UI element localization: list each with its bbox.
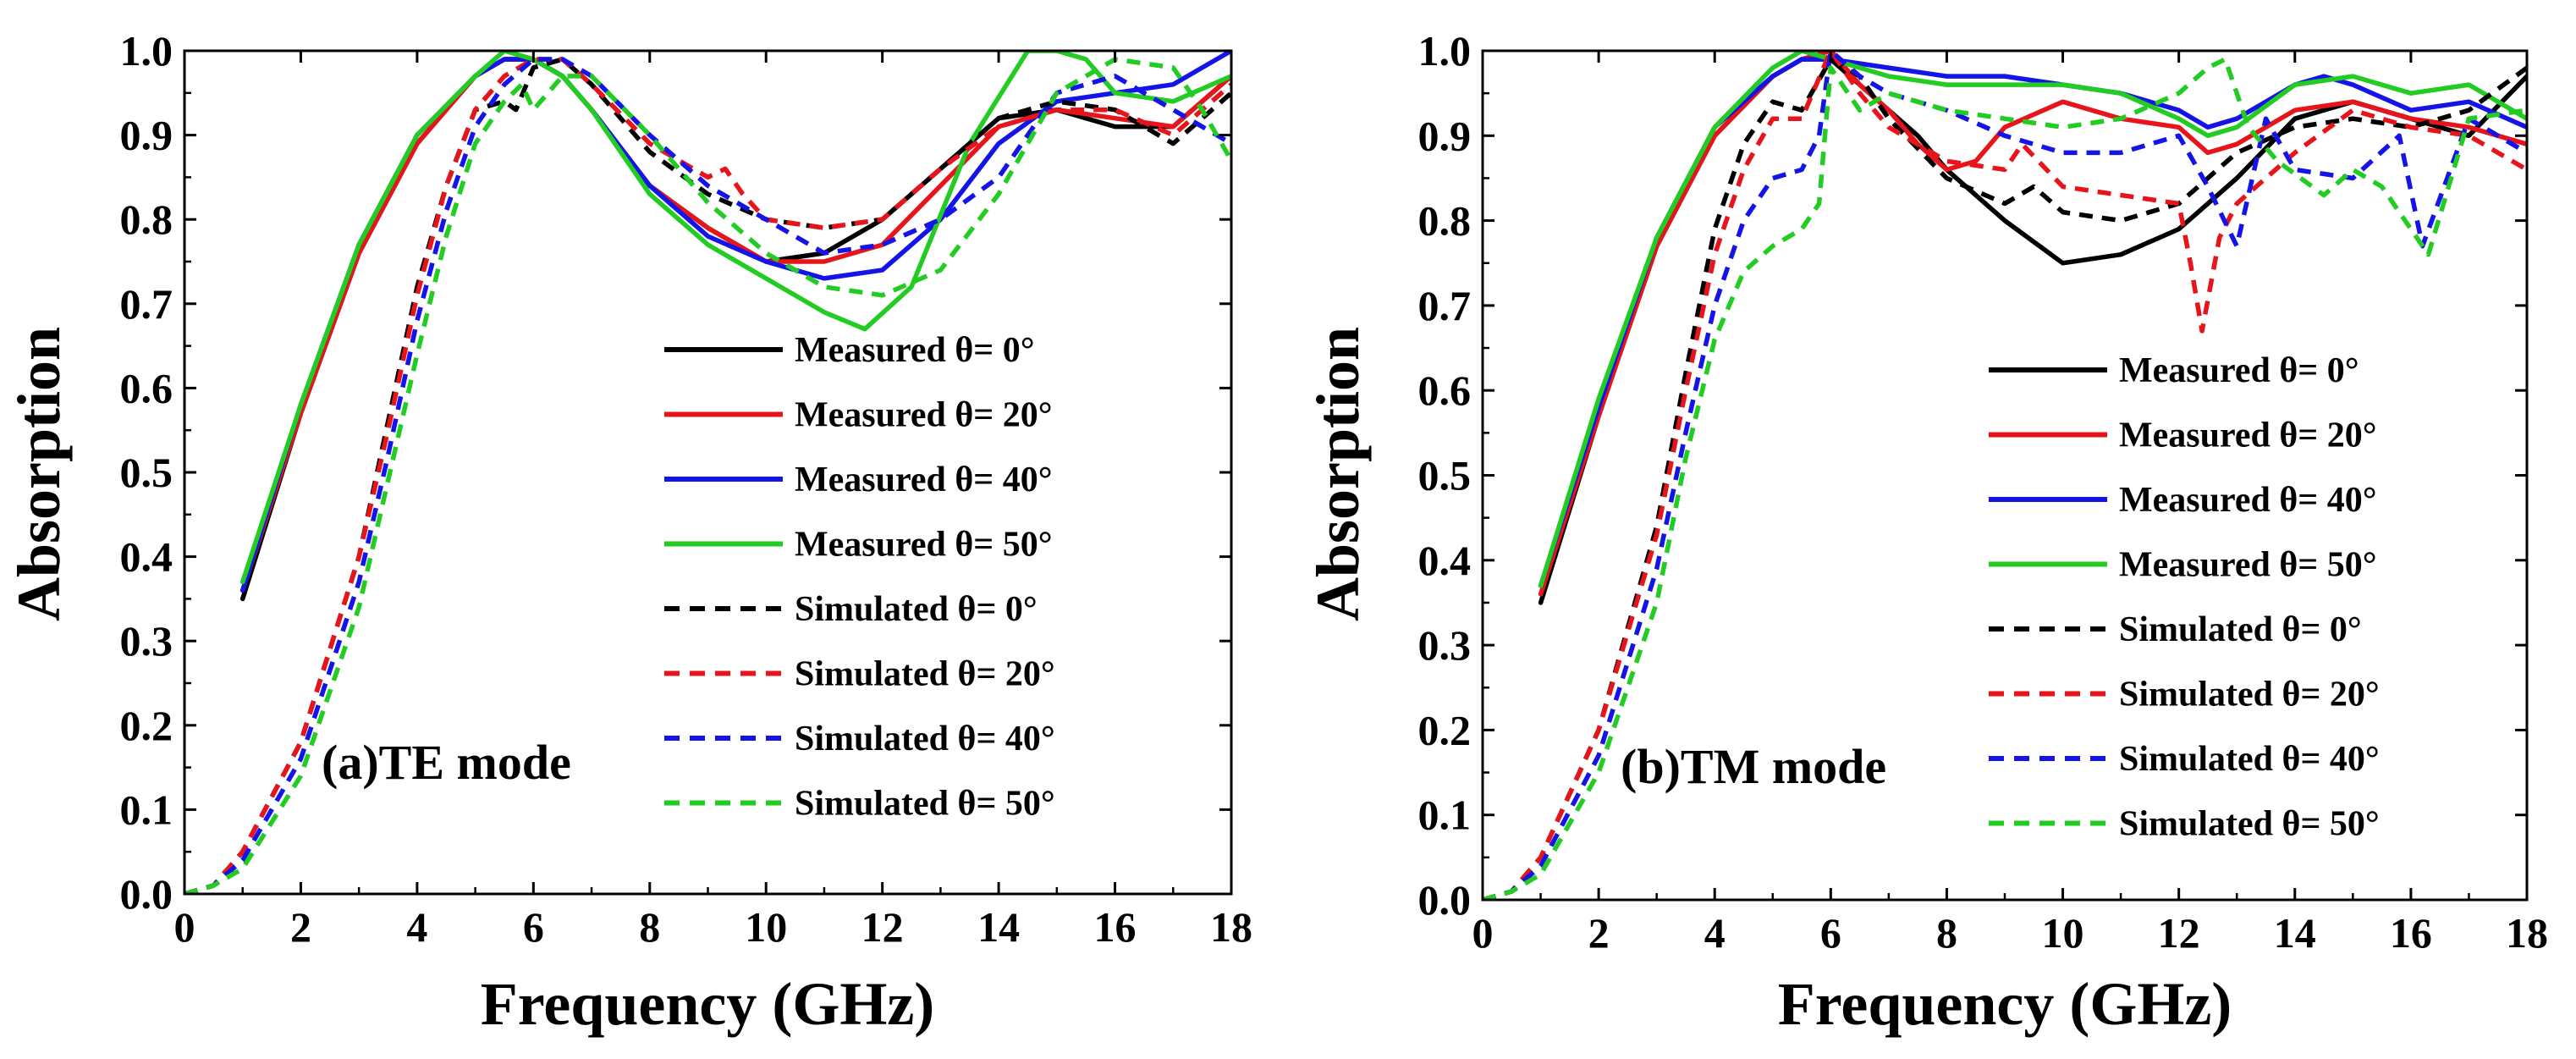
legend-label-measured-theta-40deg: Measured θ= 40° <box>795 461 1053 499</box>
y-axis-title: Absorption <box>5 327 73 621</box>
series-line-simulated-theta-20deg <box>1483 51 2527 900</box>
legend-label-measured-theta-50deg: Measured θ= 50° <box>795 526 1053 565</box>
series-line-measured-theta-40deg <box>239 51 1231 593</box>
y-tick-label: 0.7 <box>1418 282 1472 329</box>
x-tick-label: 2 <box>1588 909 1610 957</box>
series-line-simulated-theta-20deg <box>184 57 1231 894</box>
x-tick-label: 16 <box>2390 909 2432 957</box>
series-line-measured-theta-20deg <box>1538 51 2527 597</box>
series-line-measured-theta-20deg <box>239 57 1231 593</box>
legend: Measured θ= 0° Measured θ= 20° Measured θ=… <box>664 331 1055 824</box>
x-tick-label: 6 <box>1820 909 1841 957</box>
y-tick-label: 0.5 <box>120 449 173 496</box>
y-tick-label: 0.9 <box>120 112 173 159</box>
legend-label-simulated-theta-20deg: Simulated θ= 20° <box>795 655 1055 694</box>
series-line-measured-theta-0deg <box>239 57 1231 602</box>
legend-label-measured-theta-40deg: Measured θ= 40° <box>2119 481 2377 520</box>
legend-label-simulated-theta-40deg: Simulated θ= 40° <box>2119 740 2380 779</box>
x-tick-label: 4 <box>1704 909 1726 957</box>
y-tick-label: 0.5 <box>1418 452 1472 499</box>
series-line-simulated-theta-50deg <box>1483 57 2527 900</box>
y-tick-label: 0.2 <box>1418 706 1472 753</box>
legend-label-simulated-theta-20deg: Simulated θ= 20° <box>2119 676 2380 714</box>
panel-label: (b)TM mode <box>1621 739 1886 794</box>
x-tick-label: 8 <box>639 903 660 951</box>
y-tick-label: 0.6 <box>120 364 173 411</box>
x-tick-label: 14 <box>2274 909 2316 957</box>
x-tick-label: 4 <box>406 903 427 951</box>
y-tick-label: 0.8 <box>1418 197 1472 245</box>
x-axis-title: Frequency (GHz) <box>1778 970 2232 1038</box>
series-line-measured-theta-40deg <box>1538 57 2527 588</box>
x-tick-label: 18 <box>2506 909 2548 957</box>
legend-label-measured-theta-20deg: Measured θ= 20° <box>2119 416 2377 455</box>
y-tick-label: 0.1 <box>120 786 173 833</box>
legend-label-measured-theta-0deg: Measured θ= 0° <box>795 331 1035 370</box>
series-line-simulated-theta-50deg <box>184 57 1231 894</box>
x-axis-title: Frequency (GHz) <box>481 970 935 1038</box>
y-tick-label: 0.7 <box>120 280 173 328</box>
y-tick-label: 0.0 <box>120 870 173 918</box>
legend-label-simulated-theta-40deg: Simulated θ= 40° <box>795 720 1055 758</box>
x-tick-label: 0 <box>1472 909 1494 957</box>
y-tick-label: 0.2 <box>120 702 173 749</box>
x-tick-label: 6 <box>523 903 544 951</box>
x-tick-label: 2 <box>290 903 311 951</box>
y-tick-label: 0.4 <box>1418 537 1472 584</box>
y-axis-title: Absorption <box>1304 327 1372 621</box>
x-tick-label: 18 <box>1210 903 1252 951</box>
x-tick-label: 8 <box>1936 909 1957 957</box>
legend-label-measured-theta-50deg: Measured θ= 50° <box>2119 546 2377 585</box>
series-group <box>184 51 1231 894</box>
y-tick-label: 1.0 <box>120 27 173 74</box>
x-tick-label: 14 <box>977 903 1020 951</box>
panel-label: (a)TE mode <box>322 735 571 790</box>
y-tick-label: 0.1 <box>1418 791 1472 839</box>
x-tick-label: 0 <box>174 903 195 951</box>
y-tick-label: 0.3 <box>120 617 173 665</box>
y-tick-label: 0.3 <box>1418 621 1472 669</box>
x-tick-label: 16 <box>1094 903 1137 951</box>
series-group <box>1483 51 2527 900</box>
y-tick-label: 0.8 <box>120 196 173 243</box>
y-tick-label: 0.4 <box>120 533 173 581</box>
panel-te-mode: 0 2 4 6 8 10 12 14 16 18 0.0 0.1 0.2 0.3 0.4 0.5 0.6 0.7 0… <box>5 27 1252 1038</box>
series-line-measured-theta-0deg <box>1538 57 2527 605</box>
x-tick-label: 10 <box>745 903 787 951</box>
legend-label-simulated-theta-50deg: Simulated θ= 50° <box>795 785 1055 824</box>
series-line-measured-theta-50deg <box>239 51 1231 585</box>
x-tick-label: 12 <box>861 903 904 951</box>
legend-label-measured-theta-0deg: Measured θ= 0° <box>2119 351 2359 390</box>
y-tick-label: 0.0 <box>1418 876 1472 924</box>
y-tick-label: 0.9 <box>1418 112 1472 159</box>
legend-label-simulated-theta-0deg: Simulated θ= 0° <box>2119 610 2362 649</box>
x-tick-label: 10 <box>2042 909 2084 957</box>
legend-label-measured-theta-20deg: Measured θ= 20° <box>795 396 1053 435</box>
y-tick-label: 0.6 <box>1418 367 1472 414</box>
x-tick-label: 12 <box>2158 909 2200 957</box>
legend-label-simulated-theta-0deg: Simulated θ= 0° <box>795 590 1038 629</box>
legend: Measured θ= 0° Measured θ= 20° Measured θ=… <box>1989 351 2380 844</box>
y-tick-label: 1.0 <box>1418 27 1472 74</box>
series-line-measured-theta-50deg <box>1538 51 2527 588</box>
panel-tm-mode: 0 2 4 6 8 10 12 14 16 18 0.0 0.1 0.2 0.3 0.4 0.5 0.6 0.7 0… <box>1304 27 2548 1038</box>
legend-label-simulated-theta-50deg: Simulated θ= 50° <box>2119 805 2380 844</box>
